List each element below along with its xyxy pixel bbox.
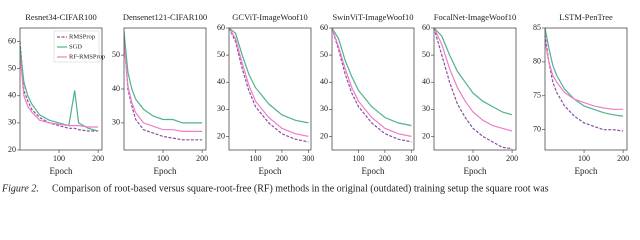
y-tick-label: 60	[217, 23, 225, 32]
y-tick-label: 40	[422, 77, 430, 86]
x-tick-label: 100	[467, 154, 479, 163]
x-tick-label: 100	[53, 154, 65, 163]
y-tick-label: 80	[533, 57, 541, 66]
legend-label: RF-RMSProp	[69, 53, 105, 60]
x-tick-label: 100	[352, 154, 364, 163]
series-line	[434, 28, 513, 150]
chart-title: SwinViT-ImageWoof10	[332, 12, 413, 22]
caption: Comparison of root-based versus square-r…	[52, 183, 549, 194]
series-line	[20, 41, 99, 132]
y-tick-label: 30	[8, 118, 16, 127]
y-tick-label: 60	[422, 23, 430, 32]
x-axis-label: Epoch	[464, 166, 487, 176]
x-tick-label: 300	[302, 154, 314, 163]
caption-label: Figure 2.	[1, 183, 39, 194]
y-tick-label: 30	[217, 104, 225, 113]
x-tick-label: 200	[617, 154, 629, 163]
x-axis-label: Epoch	[575, 166, 598, 176]
x-tick-label: 300	[405, 154, 417, 163]
y-tick-label: 50	[112, 50, 120, 59]
y-tick-label: 70	[533, 124, 541, 133]
x-tick-label: 200	[92, 154, 104, 163]
chart-title: GCViT-ImageWoof10	[232, 12, 307, 22]
y-tick-label: 40	[8, 91, 16, 100]
y-tick-label: 20	[422, 131, 430, 140]
plot-frame	[19, 27, 103, 151]
legend-label: SGD	[69, 43, 82, 50]
series-line	[124, 31, 203, 124]
series-line	[332, 28, 412, 143]
series-line	[332, 28, 412, 137]
y-tick-label: 20	[217, 131, 225, 140]
x-tick-label: 200	[379, 154, 391, 163]
series-line	[20, 55, 99, 128]
y-tick-label: 30	[320, 104, 328, 113]
chart-title: Resnet34-CIFAR100	[25, 12, 97, 22]
chart-title: LSTM-PenTree	[559, 12, 613, 22]
x-axis-label: Epoch	[259, 166, 282, 176]
y-tick-label: 30	[422, 104, 430, 113]
y-tick-label: 50	[320, 50, 328, 59]
series-line	[229, 28, 309, 143]
series-line	[124, 41, 203, 132]
series-line	[229, 28, 309, 137]
x-tick-label: 100	[157, 154, 169, 163]
y-tick-label: 40	[217, 77, 225, 86]
y-tick-label: 40	[320, 77, 328, 86]
series-line	[124, 38, 203, 141]
x-tick-label: 200	[196, 154, 208, 163]
y-tick-label: 75	[533, 91, 541, 100]
figure: Figure 2. Comparison of root-based versu…	[1, 12, 629, 194]
y-tick-label: 30	[112, 118, 120, 127]
series-line	[434, 28, 513, 132]
series-line	[229, 28, 309, 124]
legend-label: RMSProp	[69, 33, 95, 40]
plot-frame	[228, 27, 312, 151]
series-line	[332, 28, 412, 127]
x-tick-label: 200	[506, 154, 518, 163]
y-tick-label: 20	[8, 145, 16, 154]
y-tick-label: 60	[320, 23, 328, 32]
x-axis-label: Epoch	[362, 166, 385, 176]
y-tick-label: 20	[320, 131, 328, 140]
chart-title: FocalNet-ImageWoof10	[434, 12, 516, 22]
series-line	[20, 46, 99, 132]
x-tick-label: 100	[578, 154, 590, 163]
x-axis-label: Epoch	[50, 166, 73, 176]
plot-frame	[331, 27, 415, 151]
x-tick-label: 200	[276, 154, 288, 163]
plot-frame	[433, 27, 517, 151]
x-tick-label: 100	[249, 154, 261, 163]
plot-frame	[544, 27, 628, 151]
y-tick-label: 50	[8, 63, 16, 72]
x-axis-label: Epoch	[154, 166, 177, 176]
y-tick-label: 50	[217, 50, 225, 59]
y-tick-label: 60	[8, 36, 16, 45]
y-tick-label: 40	[112, 84, 120, 93]
series-line	[545, 34, 624, 132]
series-line	[434, 28, 513, 116]
plot-frame	[123, 27, 207, 151]
chart-title: Densenet121-CIFAR100	[123, 12, 207, 22]
y-tick-label: 85	[533, 23, 541, 32]
y-tick-label: 50	[422, 50, 430, 59]
series-line	[545, 41, 624, 110]
